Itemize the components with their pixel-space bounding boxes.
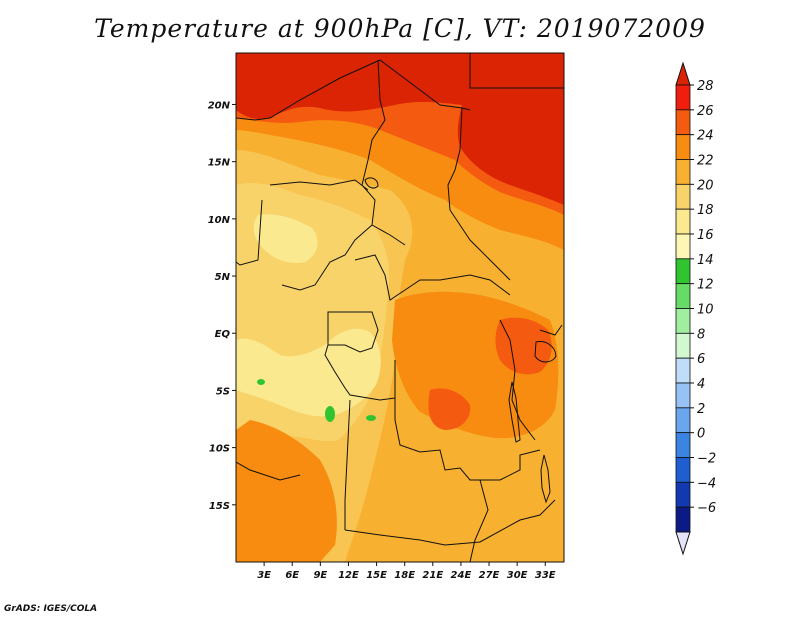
grads-credit: GrADS: IGES/COLA (4, 604, 98, 614)
colorbar-label: 4 (697, 377, 705, 392)
colorbar-swatch (675, 457, 691, 483)
lon-tick-label: 6E (285, 570, 299, 581)
colorbar-swatch (675, 159, 691, 185)
colorbar-label: 24 (697, 129, 714, 144)
field-26-28-east (495, 317, 552, 375)
map-frame (235, 52, 565, 563)
map-title: Temperature at 900hPa [C], VT: 201907200… (94, 14, 706, 43)
colorbar-swatch (675, 332, 691, 359)
lat-tick-label: 5N (215, 272, 231, 283)
colorbar-swatch (675, 407, 691, 434)
country-boundaries (236, 53, 564, 562)
colorbar-label: 16 (697, 228, 714, 243)
colorbar-label: −6 (697, 501, 716, 516)
lon-tick-label: 12E (338, 570, 359, 581)
field-22-24-southeast (420, 454, 564, 562)
colorbar-swatch (675, 134, 691, 160)
lon-tick-label: 24E (451, 570, 472, 581)
colorbar-swatch (675, 382, 691, 409)
field-24-26-south (236, 420, 337, 562)
field-28-plus-northeast (236, 53, 564, 205)
colorbar-swatch (675, 258, 691, 285)
colorbar-label: 8 (697, 327, 705, 342)
field-16-18-north (253, 214, 318, 264)
colorbar-label: 2 (697, 402, 705, 417)
map-axes: 20N 15N 10N 5N EQ 5S 10S 15S 3E 6E 9E 12E 15E 18E 21E 2… (208, 100, 556, 581)
colorbar-label: 12 (697, 278, 714, 293)
field-16-18-core (236, 328, 381, 417)
lake-victoria (534, 341, 557, 363)
colorbar-swatch (675, 357, 691, 384)
colorbar-label: 14 (697, 253, 714, 268)
lat-tick-label: 5S (216, 386, 230, 397)
lat-tick-label: 20N (208, 100, 231, 111)
colorbar-swatch (675, 308, 691, 334)
colorbar-swatch (675, 506, 691, 533)
field-14-16-spot-c (257, 379, 265, 385)
temperature-map (236, 53, 564, 562)
lat-tick-label: 15S (209, 501, 230, 512)
colorbar-swatch (675, 432, 691, 458)
lon-tick-label: 9E (313, 570, 327, 581)
colorbar-swatch (675, 109, 691, 136)
lake-malawi (540, 454, 551, 504)
colorbar-top-arrow (675, 61, 691, 86)
lake-chad (364, 177, 379, 189)
colorbar-swatch (675, 283, 691, 309)
lat-tick-label: 10N (208, 215, 231, 226)
colorbar-label: 0 (697, 427, 705, 442)
colorbar-swatch (675, 481, 691, 508)
lake-tanganyika (508, 381, 521, 443)
colorbar-swatch (675, 208, 691, 235)
lat-tick-label: 10S (209, 444, 230, 455)
lon-tick-label: 27E (479, 570, 500, 581)
lon-tick-label: 30E (507, 570, 528, 581)
lon-tick-label: 18E (394, 570, 415, 581)
colorbar-label: 20 (697, 178, 714, 193)
colorbar-label: −2 (697, 452, 716, 467)
field-26-28-center (428, 388, 471, 430)
colorbar-label: 10 (697, 303, 714, 318)
colorbar-swatch (675, 233, 691, 260)
field-14-16-spot-b (366, 415, 376, 421)
colorbar-swatch (675, 84, 691, 111)
colorbar-label: 18 (697, 203, 714, 218)
lat-tick-label: 15N (208, 158, 231, 169)
colorbar-swatch (675, 183, 691, 210)
colorbar-label: 6 (697, 352, 705, 367)
lon-tick-label: 15E (366, 570, 387, 581)
colorbar-label: −4 (697, 476, 716, 491)
lon-tick-label: 3E (257, 570, 271, 581)
lon-tick-label: 33E (535, 570, 556, 581)
colorbar-label: 22 (697, 154, 714, 169)
field-14-16-spot-a (325, 406, 335, 422)
lon-tick-label: 21E (422, 570, 443, 581)
colorbar-label: 28 (697, 79, 714, 94)
lat-tick-label: EQ (215, 329, 231, 340)
colorbar-bottom-arrow (675, 531, 691, 556)
colorbar-label: 26 (697, 104, 714, 119)
